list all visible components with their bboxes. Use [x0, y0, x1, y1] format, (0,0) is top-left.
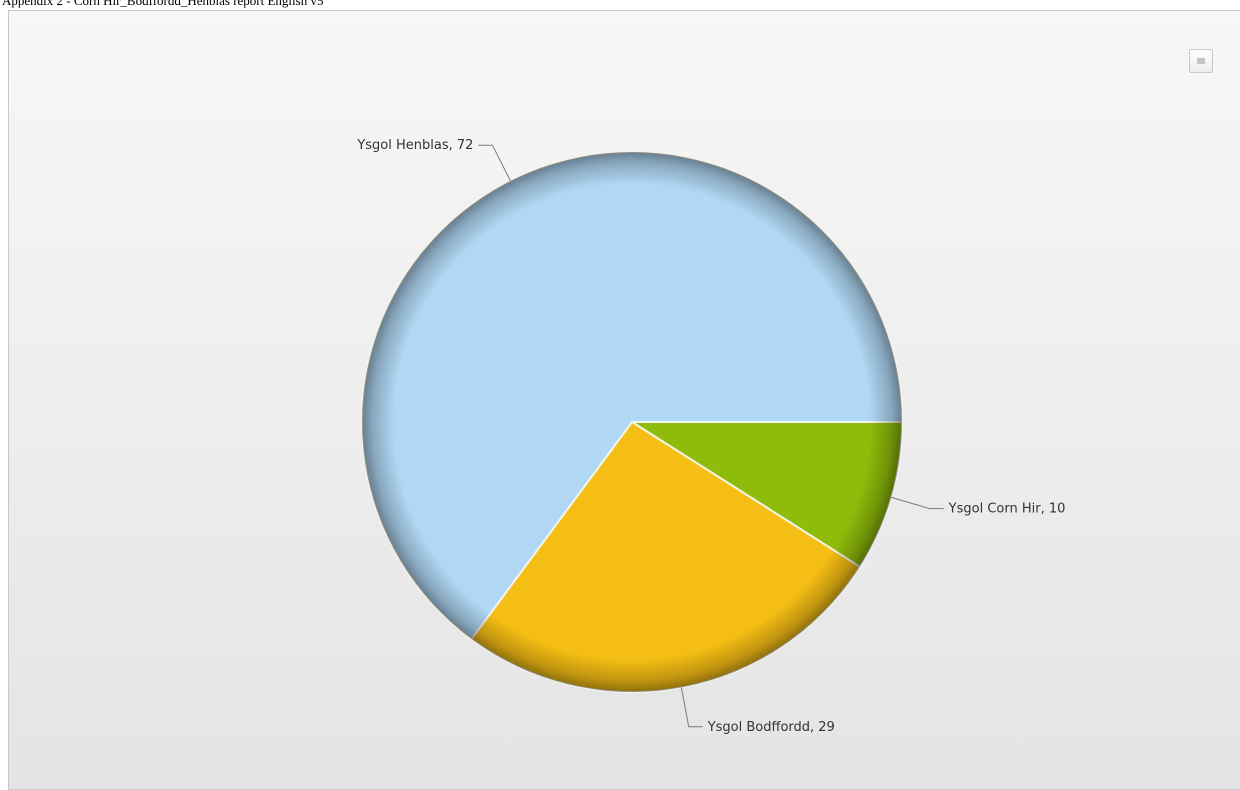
- label-connector: [680, 687, 703, 728]
- slice-label: Ysgol Henblas, 72: [356, 138, 473, 153]
- menu-icon: [1197, 58, 1205, 64]
- document-title: Appendix 2 - Corn Hir_Bodffordd_Henblas …: [2, 0, 324, 8]
- label-connector: [478, 144, 511, 182]
- label-connector: [891, 496, 944, 510]
- chart-menu-button[interactable]: [1189, 49, 1213, 73]
- slice-label: Ysgol Corn Hir, 10: [948, 502, 1066, 517]
- slice-label: Ysgol Bodffordd, 29: [707, 720, 835, 735]
